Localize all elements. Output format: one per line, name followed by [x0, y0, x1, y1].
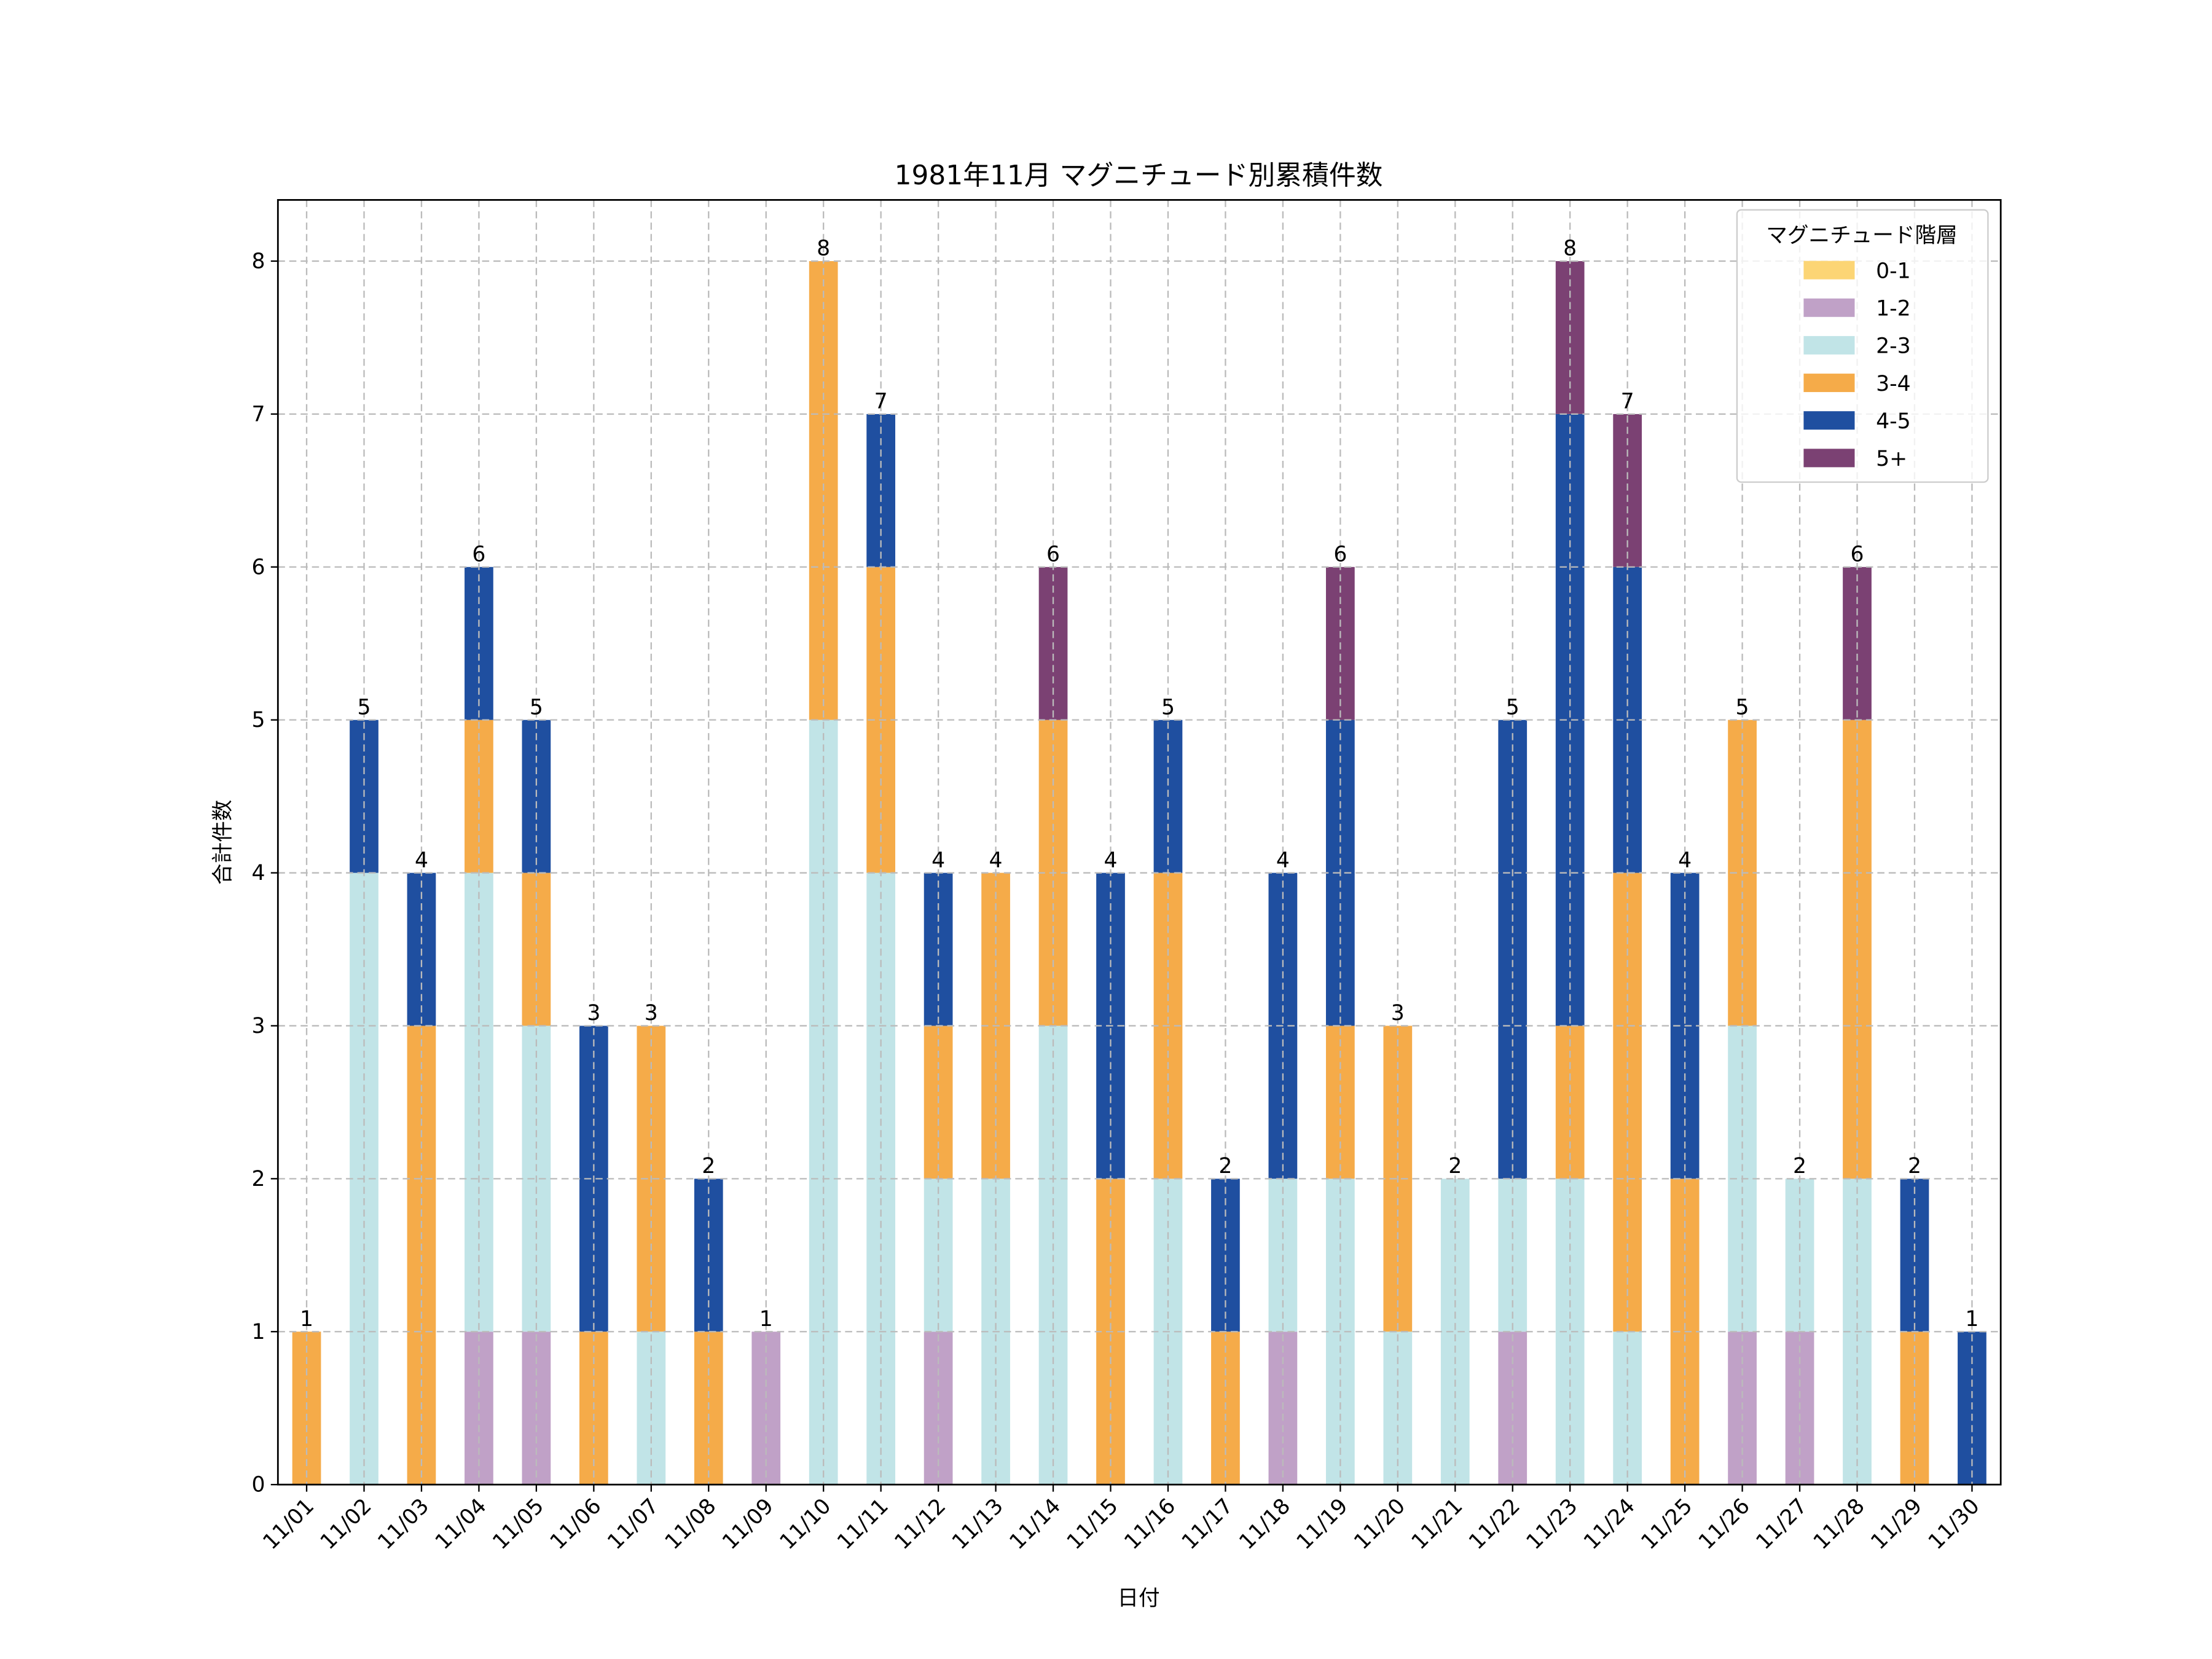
- data-label: 5: [357, 695, 371, 720]
- data-label: 4: [989, 848, 1003, 873]
- data-label: 2: [1908, 1154, 1921, 1179]
- x-tick-label: 11/25: [1637, 1494, 1698, 1555]
- x-tick-label: 11/11: [833, 1494, 893, 1555]
- x-tick-label: 11/22: [1464, 1494, 1525, 1555]
- x-tick-label: 11/23: [1522, 1494, 1583, 1555]
- x-tick-label: 11/14: [1005, 1494, 1065, 1555]
- legend-label: 0-1: [1876, 259, 1911, 283]
- data-label: 2: [1793, 1154, 1806, 1179]
- legend-frame: [1736, 209, 1989, 483]
- data-labels: 1 5 4 6 5 3 3 2 1 8 7 4 4 6 4 5 2 4 6 3 2 5 8 7 4 5 2 6 2 1: [300, 237, 1979, 1332]
- x-tick-label: 11/26: [1694, 1494, 1755, 1555]
- y-tick-label: 4: [252, 861, 265, 885]
- x-tick-label: 11/05: [488, 1494, 549, 1555]
- data-label: 2: [1218, 1154, 1232, 1179]
- legend-label: 1-2: [1876, 296, 1911, 321]
- x-tick-label: 11/19: [1292, 1494, 1353, 1555]
- x-tick-label: 11/28: [1809, 1494, 1870, 1555]
- x-tick-label: 11/24: [1579, 1494, 1640, 1555]
- x-tick-label: 11/16: [1120, 1494, 1180, 1555]
- legend-label: 2-3: [1876, 334, 1911, 359]
- data-label: 4: [931, 848, 945, 873]
- data-label: 1: [759, 1307, 773, 1332]
- grid-lines: [278, 200, 2001, 1486]
- data-label: 2: [1448, 1154, 1462, 1179]
- x-tick-label: 11/13: [947, 1494, 1008, 1555]
- legend: マグニチュード階層 0-1 1-2 2-3 3-4 4-5 5+: [1736, 209, 1989, 483]
- x-tick-label: 11/27: [1751, 1494, 1812, 1555]
- data-label: 3: [1391, 1001, 1405, 1026]
- data-label: 6: [1850, 543, 1864, 567]
- x-tick-label: 11/20: [1349, 1494, 1410, 1555]
- x-tick-label: 11/03: [373, 1494, 434, 1555]
- legend-title: マグニチュード階層: [1766, 224, 1957, 248]
- x-tick-label: 11/18: [1234, 1494, 1295, 1555]
- y-tick-label: 1: [252, 1320, 265, 1344]
- legend-swatch: [1803, 298, 1855, 317]
- legend-label: 3-4: [1876, 372, 1911, 396]
- data-label: 6: [1046, 543, 1060, 567]
- data-label: 3: [645, 1001, 658, 1026]
- x-tick-label: 11/15: [1062, 1494, 1123, 1555]
- legend-label: 5+: [1876, 447, 1907, 471]
- y-tick-label: 2: [252, 1167, 265, 1191]
- x-axis-label: 日付: [1117, 1586, 1159, 1610]
- y-tick-label: 8: [252, 249, 265, 273]
- data-label: 3: [587, 1001, 600, 1026]
- legend-swatch: [1803, 335, 1855, 355]
- y-tick-label: 6: [252, 555, 265, 579]
- x-tick-label: 11/21: [1407, 1494, 1468, 1555]
- data-label: 5: [1736, 695, 1749, 720]
- legend-swatch: [1803, 261, 1855, 280]
- x-tick-label: 11/06: [546, 1494, 606, 1555]
- legend-swatch: [1803, 449, 1855, 468]
- data-label: 1: [300, 1307, 313, 1332]
- data-label: 6: [1333, 543, 1347, 567]
- data-label: 5: [530, 695, 543, 720]
- data-label: 4: [1276, 848, 1290, 873]
- chart-title: 1981年11月 マグニチュード別累積件数: [895, 160, 1383, 191]
- x-tick-label: 11/09: [718, 1494, 779, 1555]
- y-axis-label: 合計件数: [211, 800, 235, 885]
- x-tick-label: 11/12: [890, 1494, 951, 1555]
- data-label: 5: [1161, 695, 1175, 720]
- data-label: 6: [472, 543, 485, 567]
- x-tick-label: 11/01: [258, 1494, 319, 1555]
- data-label: 8: [1563, 237, 1577, 261]
- y-tick-label: 7: [252, 402, 265, 426]
- legend-label: 4-5: [1876, 409, 1911, 434]
- x-tick-label: 11/29: [1866, 1494, 1927, 1555]
- x-tick-label: 11/10: [775, 1494, 836, 1555]
- data-label: 7: [874, 390, 888, 414]
- legend-swatch: [1803, 411, 1855, 430]
- data-label: 4: [415, 848, 428, 873]
- x-tick-label: 11/02: [316, 1494, 377, 1555]
- data-label: 5: [1506, 695, 1520, 720]
- y-tick-label: 5: [252, 708, 265, 732]
- data-label: 2: [702, 1154, 715, 1179]
- x-tick-label: 11/30: [1924, 1494, 1985, 1555]
- y-tick-label: 3: [252, 1014, 265, 1038]
- legend-swatch: [1803, 374, 1855, 393]
- data-label: 1: [1965, 1307, 1979, 1332]
- x-tick-label: 11/17: [1177, 1494, 1238, 1555]
- data-label: 8: [817, 237, 830, 261]
- y-tick-label: 0: [252, 1473, 265, 1497]
- x-tick-label: 11/07: [603, 1494, 664, 1555]
- x-tick-label: 11/08: [661, 1494, 721, 1555]
- axes-frame: [276, 199, 2002, 1486]
- data-label: 4: [1678, 848, 1692, 873]
- x-tick-label: 11/04: [431, 1494, 492, 1555]
- data-label: 4: [1104, 848, 1117, 873]
- data-label: 7: [1621, 390, 1634, 414]
